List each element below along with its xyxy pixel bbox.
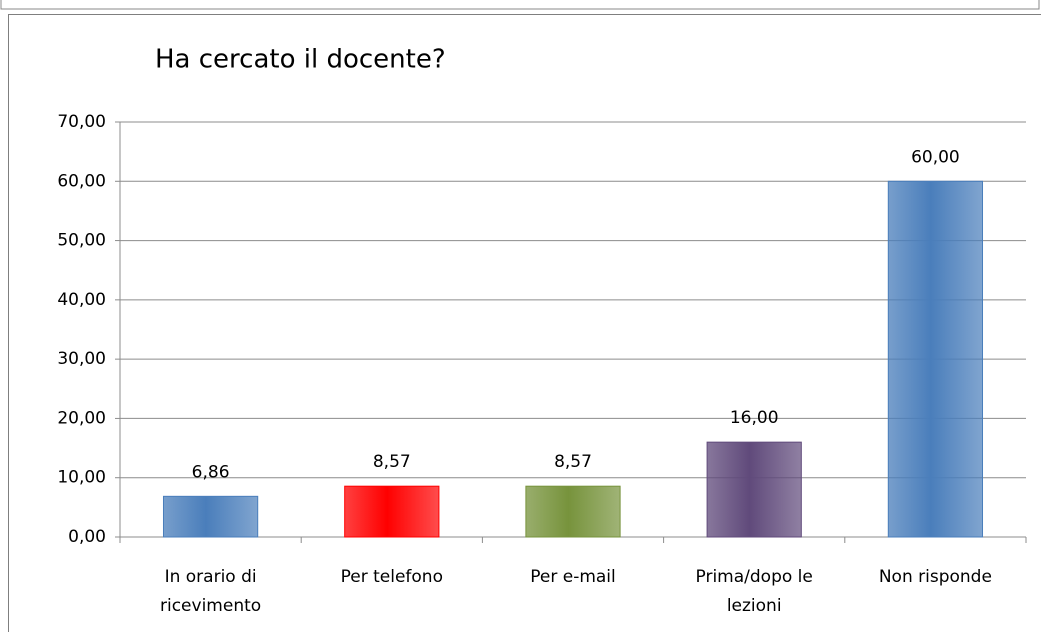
value-label: 6,86 xyxy=(192,462,230,482)
y-tick-label: 10,00 xyxy=(57,468,106,488)
y-tick-label: 0,00 xyxy=(68,527,106,547)
y-tick-label: 60,00 xyxy=(57,171,106,191)
y-tick-label: 50,00 xyxy=(57,231,106,251)
y-tick-label: 70,00 xyxy=(57,112,106,132)
x-tick-label: Non risponde xyxy=(878,567,992,587)
bar xyxy=(344,485,440,538)
bar xyxy=(887,180,984,538)
chart-frame xyxy=(8,14,1041,632)
value-label: 8,57 xyxy=(554,452,592,472)
x-tick-label: Per telefono xyxy=(340,567,443,587)
bar xyxy=(706,441,802,538)
value-label: 8,57 xyxy=(373,452,411,472)
y-tick-label: 40,00 xyxy=(57,290,106,310)
chart-title: Ha cercato il docente? xyxy=(155,45,446,75)
x-tick-label: Prima/dopo le lezioni xyxy=(695,567,813,616)
x-tick-label: In orario di ricevimento xyxy=(160,567,262,616)
bar xyxy=(525,485,621,538)
value-label: 60,00 xyxy=(911,147,960,167)
value-label: 16,00 xyxy=(730,408,779,428)
top-strip xyxy=(0,0,1040,10)
y-tick-label: 20,00 xyxy=(57,408,106,428)
x-tick-label: Per e-mail xyxy=(530,567,616,587)
y-tick-label: 30,00 xyxy=(57,349,106,369)
bar xyxy=(162,495,259,538)
